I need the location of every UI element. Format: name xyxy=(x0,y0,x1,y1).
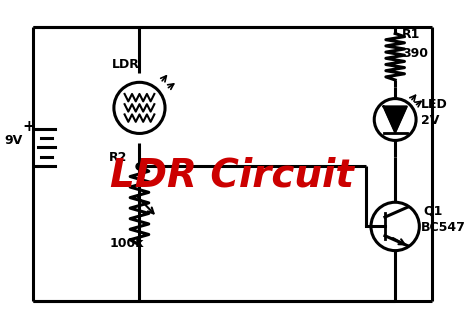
Text: R1: R1 xyxy=(402,28,420,41)
Text: Q1: Q1 xyxy=(423,205,442,218)
Text: +: + xyxy=(22,119,35,134)
Text: BC547: BC547 xyxy=(421,221,465,234)
Text: LDR Circuit: LDR Circuit xyxy=(110,156,355,194)
Text: 9V: 9V xyxy=(5,134,23,147)
Text: 390: 390 xyxy=(402,47,428,60)
Text: 2V: 2V xyxy=(421,114,439,127)
Text: R2: R2 xyxy=(109,151,128,164)
Text: 100k: 100k xyxy=(109,237,144,250)
Polygon shape xyxy=(383,107,407,132)
Text: LED: LED xyxy=(421,98,447,111)
Text: LDR: LDR xyxy=(111,58,139,71)
